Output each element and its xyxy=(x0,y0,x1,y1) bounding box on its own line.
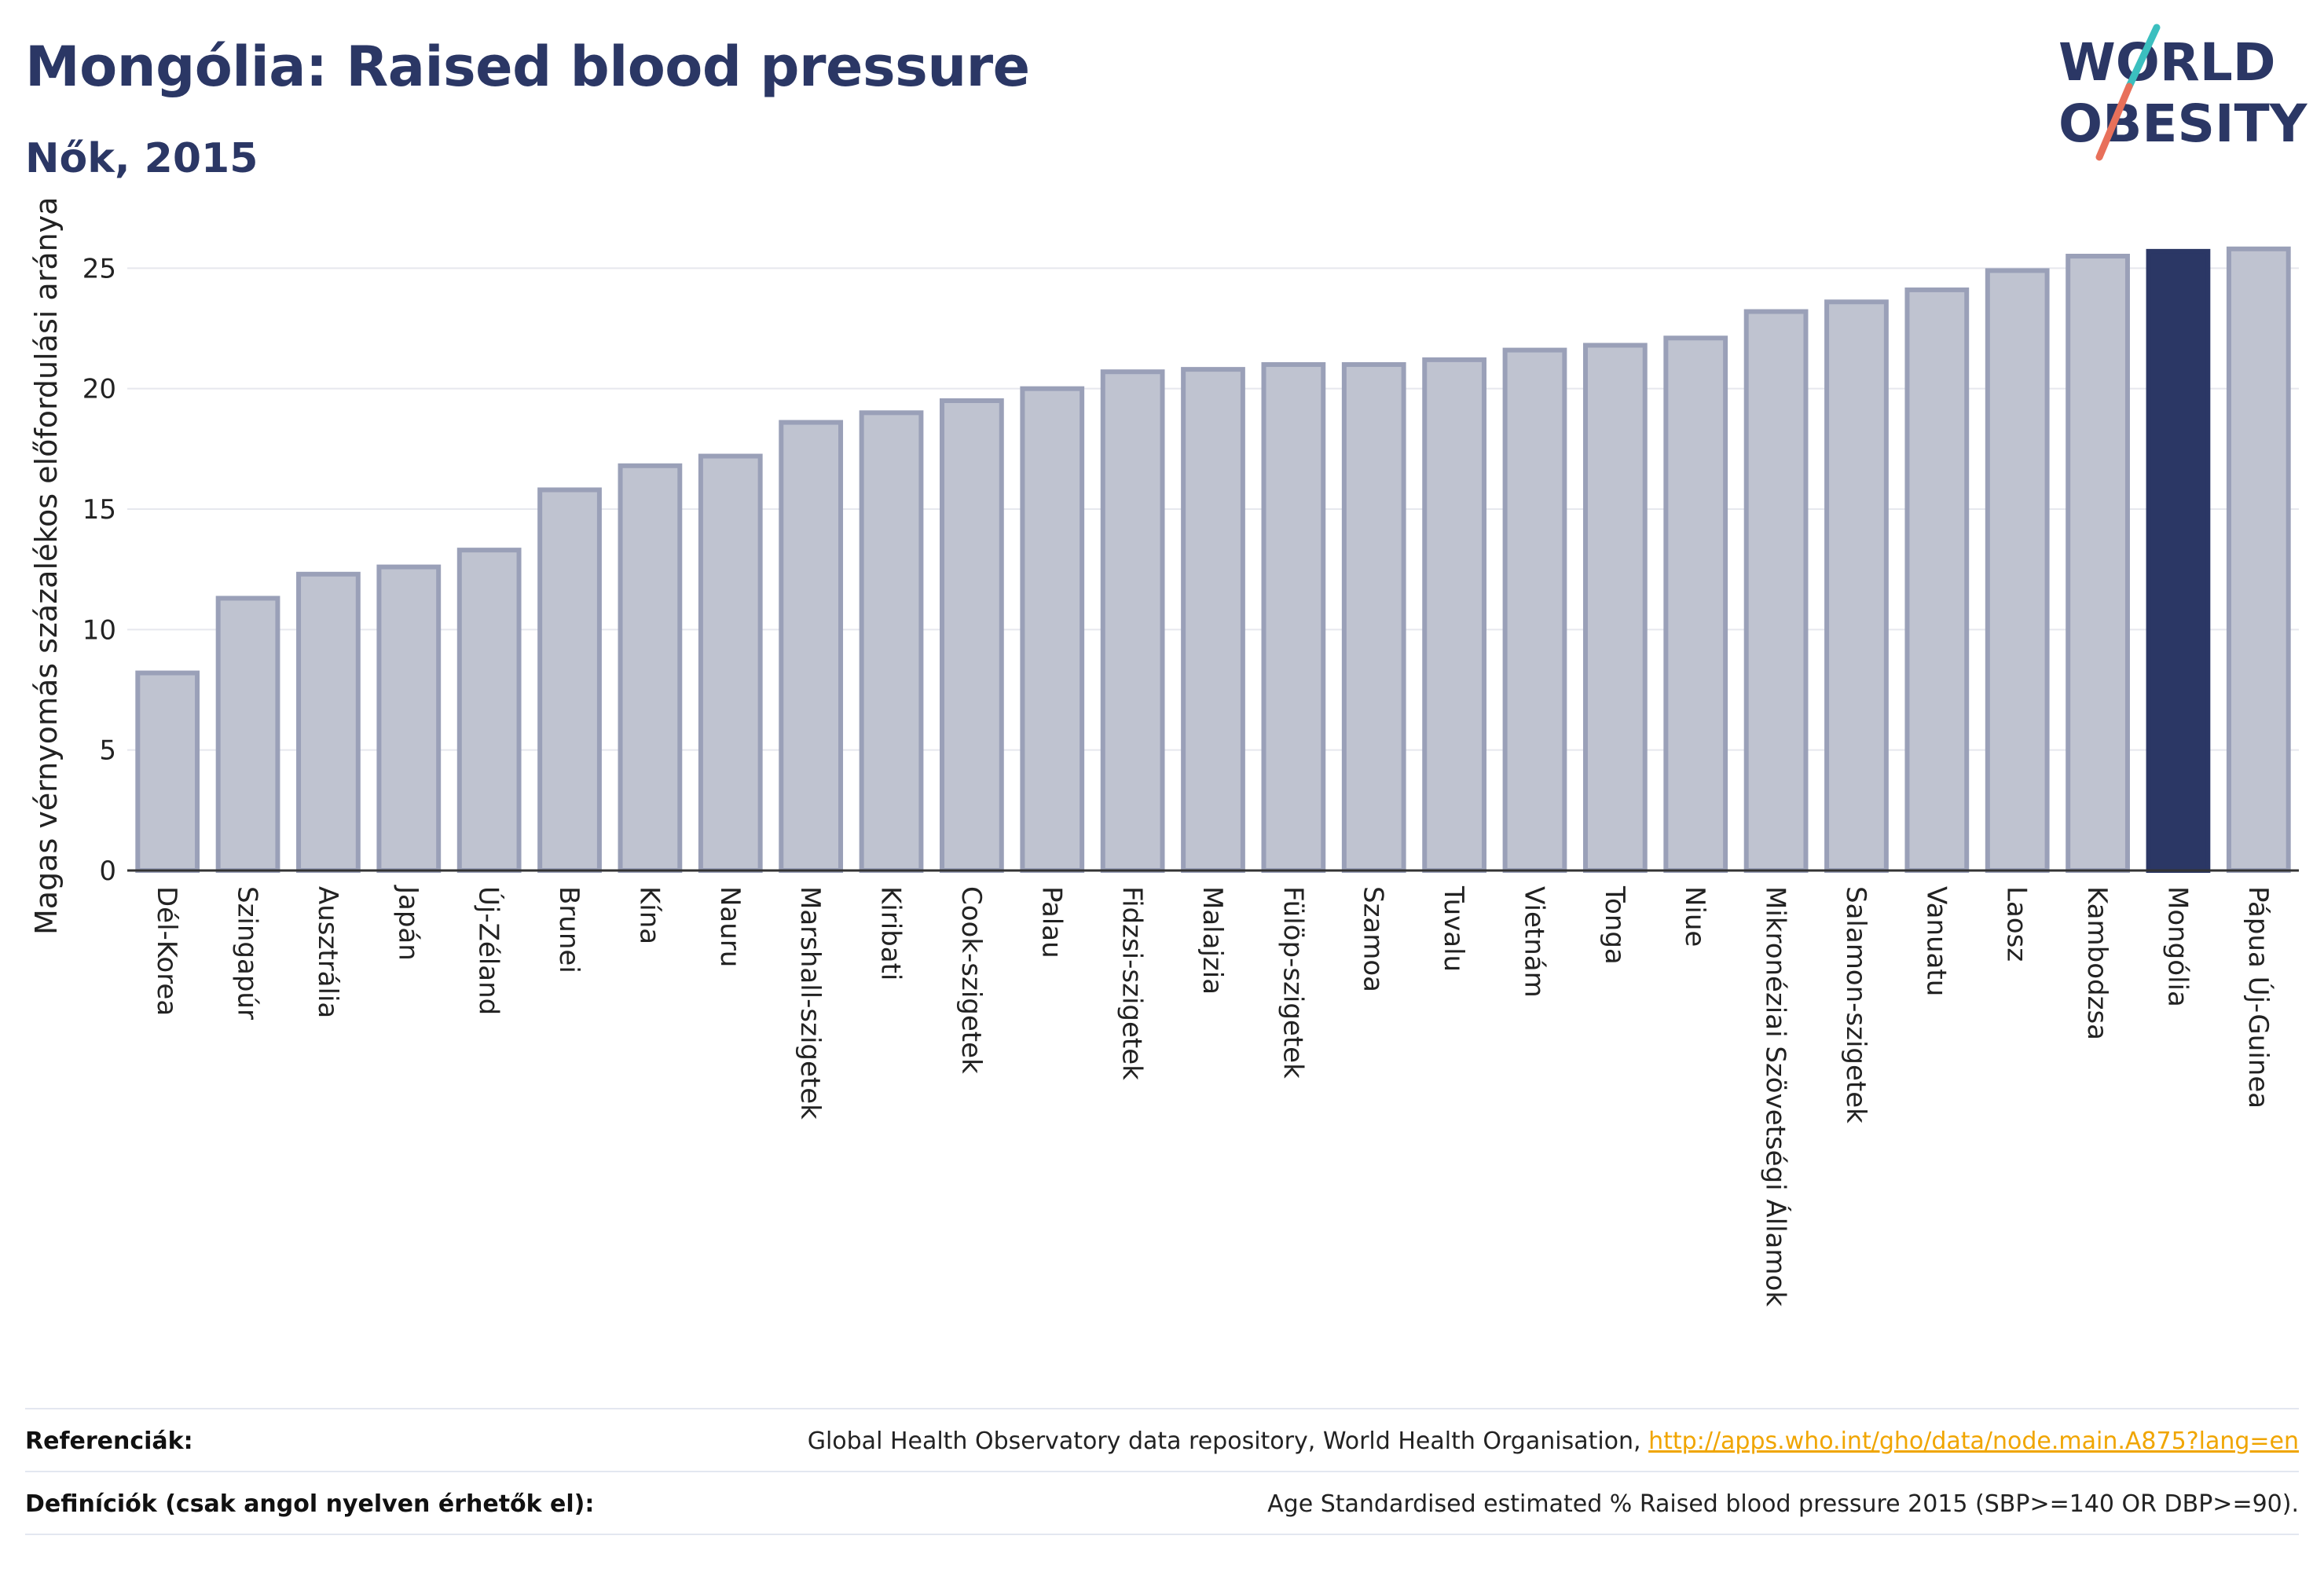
bar xyxy=(618,463,683,873)
bar xyxy=(456,548,522,874)
bar-chart: 0 5 10 15 20 25 Dél-Korea Szingapúr Ausztrália J… xyxy=(29,197,2299,1307)
x-tick-label: Malajzia xyxy=(1197,886,1228,995)
x-tick-label: Cook-szigetek xyxy=(955,886,987,1074)
references-row: Referenciák: Global Health Observatory d… xyxy=(25,1408,2299,1472)
definitions-label: Definíciók (csak angol nyelven érhetők e… xyxy=(25,1490,595,1518)
x-tick-label: Nauru xyxy=(714,886,746,967)
x-tick-label: Szamoa xyxy=(1358,886,1389,992)
bar xyxy=(1985,268,2050,873)
bar xyxy=(2066,254,2130,873)
x-tick-label: Vanuatu xyxy=(1920,886,1952,996)
definitions-row: Definíciók (csak angol nyelven érhetők e… xyxy=(25,1471,2299,1535)
bar xyxy=(1904,287,1970,873)
bar xyxy=(1181,367,1245,873)
y-tick-label: 25 xyxy=(82,253,116,284)
bar xyxy=(859,410,924,873)
chart-title: Mongólia: Raised blood pressure xyxy=(25,35,1030,99)
bar xyxy=(1100,369,1165,873)
bar xyxy=(1422,357,1486,874)
y-tick-label: 20 xyxy=(82,374,116,405)
bar xyxy=(135,670,200,873)
x-tick-label: Salamon-szigetek xyxy=(1840,886,1871,1123)
x-tick-label: Marshall-szigetek xyxy=(794,886,826,1120)
logo-line2: OBESITY xyxy=(2058,93,2308,154)
y-axis-ticks: 0 5 10 15 20 25 xyxy=(82,253,116,887)
references-value: Global Health Observatory data repositor… xyxy=(808,1428,2299,1455)
x-tick-label: Vietnám xyxy=(1518,886,1549,998)
x-tick-label: Niue xyxy=(1679,886,1710,947)
bars xyxy=(135,246,2291,874)
x-tick-label: Új-Zéland xyxy=(473,886,505,1015)
bar xyxy=(1582,343,1648,873)
x-tick-label: Laosz xyxy=(2001,886,2033,962)
x-tick-label: Pápua Új-Guinea xyxy=(2242,886,2275,1109)
x-tick-label: Tonga xyxy=(1599,885,1630,965)
bar xyxy=(1261,362,1326,873)
bar xyxy=(376,564,442,873)
bar xyxy=(1502,347,1567,874)
y-tick-label: 0 xyxy=(99,856,116,887)
bar xyxy=(215,596,280,873)
x-axis-labels: Dél-Korea Szingapúr Ausztrália Japán Új-Zéla… xyxy=(151,885,2275,1307)
bar xyxy=(1743,309,1809,873)
bar-highlighted xyxy=(2146,248,2211,874)
logo-slash-red xyxy=(2095,82,2133,161)
references-text: Global Health Observatory data repositor… xyxy=(807,1427,1641,1455)
x-tick-label: Fülöp-szigetek xyxy=(1277,886,1308,1079)
x-tick-label: Fidzsi-szigetek xyxy=(1116,886,1148,1080)
x-tick-label: Kiribati xyxy=(875,886,907,980)
x-tick-label: Japán xyxy=(392,885,423,961)
x-tick-label: Brunei xyxy=(553,886,585,973)
x-tick-label: Dél-Korea xyxy=(151,886,182,1016)
x-tick-label: Tuvalu xyxy=(1438,885,1469,972)
x-tick-label: Mikronéziai Szövetségi Államok xyxy=(1760,886,1792,1307)
bar xyxy=(940,398,1004,873)
bar xyxy=(537,487,602,873)
bar xyxy=(1020,386,1085,873)
x-tick-label: Kína xyxy=(633,886,665,944)
x-tick-label: Mongólia xyxy=(2161,886,2193,1007)
y-tick-label: 10 xyxy=(82,614,116,646)
definitions-text: Age Standardised estimated % Raised bloo… xyxy=(1267,1490,2299,1518)
footer-divider xyxy=(25,1534,2299,1535)
bar xyxy=(2226,246,2291,873)
bar xyxy=(779,420,844,873)
bar xyxy=(698,453,763,873)
bar xyxy=(1341,362,1406,873)
y-tick-label: 5 xyxy=(99,735,116,767)
y-axis-title: Magas vérnyomás százalékos előfordulási … xyxy=(29,197,64,935)
references-label: Referenciák: xyxy=(25,1427,193,1455)
x-tick-label: Ausztrália xyxy=(312,886,343,1018)
x-tick-label: Palau xyxy=(1036,886,1067,958)
bar xyxy=(296,571,361,873)
chart-subtitle: Nők, 2015 xyxy=(25,135,258,182)
x-tick-label: Kambodzsa xyxy=(2081,886,2113,1040)
bar xyxy=(1824,299,1889,873)
world-obesity-logo: WORLD OBESITY xyxy=(2058,24,2308,161)
bar xyxy=(1663,335,1728,873)
references-link[interactable]: http://apps.who.int/gho/data/node.main.A… xyxy=(1648,1427,2299,1455)
y-tick-label: 15 xyxy=(82,494,116,526)
x-tick-label: Szingapúr xyxy=(232,886,263,1020)
logo-slash-teal xyxy=(2125,24,2161,90)
logo-line1: WORLD xyxy=(2058,32,2276,93)
